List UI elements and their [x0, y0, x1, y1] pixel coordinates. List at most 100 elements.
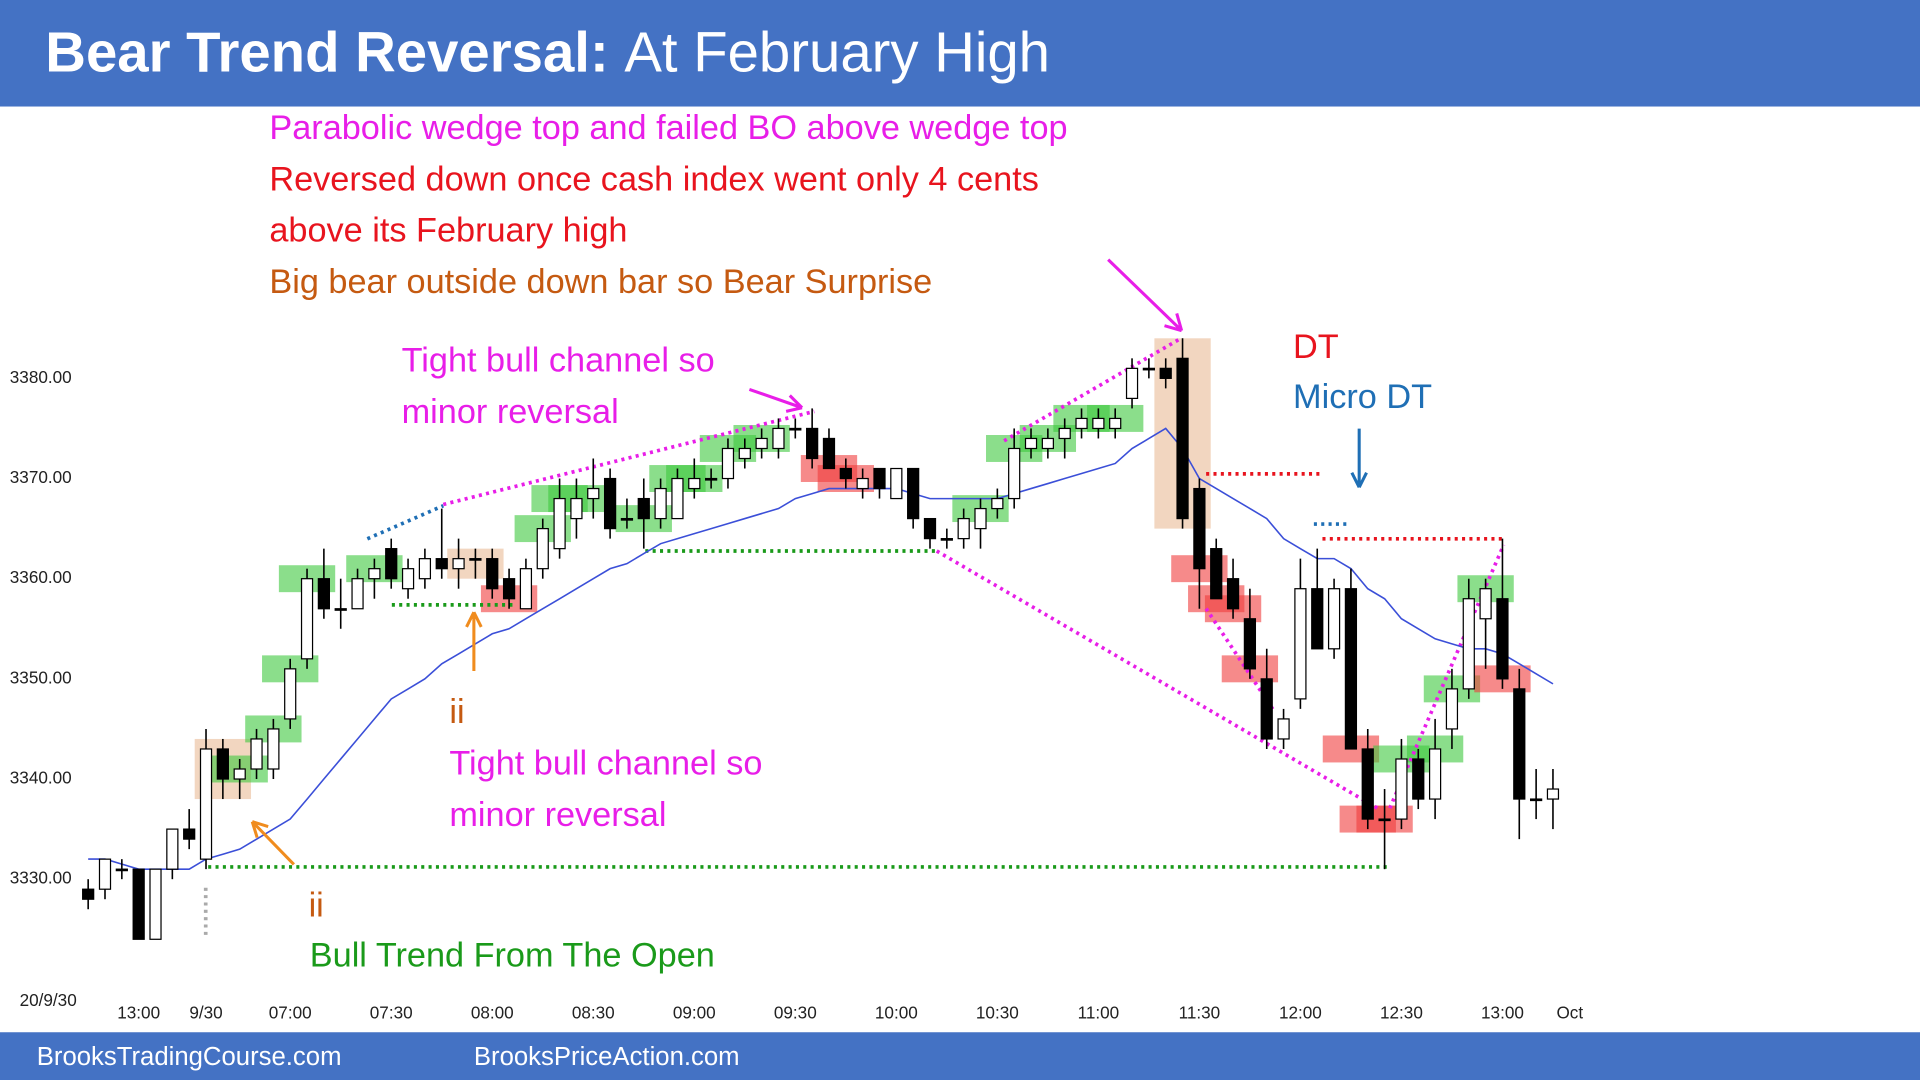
candle-body: [940, 538, 953, 541]
annotation: DT: [1293, 328, 1339, 366]
candle-body: [199, 748, 213, 860]
annotation: Tight bull channel so: [449, 744, 762, 782]
wedge-line: [1003, 336, 1183, 443]
x-tick-label: Oct: [1556, 1002, 1583, 1022]
x-tick-label: 13:00: [117, 1002, 160, 1022]
candle-body: [1294, 588, 1307, 700]
moving-average: [88, 427, 1554, 870]
candle-body: [452, 558, 465, 570]
candle-body: [873, 467, 886, 490]
candle-body: [907, 467, 920, 520]
candle-body: [1008, 447, 1021, 500]
x-tick-label: 10:30: [976, 1002, 1019, 1022]
header-bar: [0, 0, 1920, 107]
candle-body: [1159, 367, 1172, 379]
y-tick-label: 3350.00: [10, 667, 72, 687]
x-tick-label: 09:00: [673, 1002, 716, 1022]
candle-body: [250, 738, 263, 770]
candle-body: [688, 477, 701, 490]
candle-body: [1530, 798, 1543, 802]
candle-body: [267, 728, 280, 770]
annotation: ii: [449, 693, 464, 731]
candle-body: [1546, 788, 1560, 800]
candle-body: [1395, 758, 1408, 820]
candle-body: [721, 447, 735, 480]
candle-body: [705, 477, 718, 481]
candle-body: [216, 748, 229, 780]
annotation: Reversed down once cash index went only …: [269, 160, 1039, 198]
candle-body: [620, 517, 634, 521]
candle-body: [1176, 357, 1189, 520]
arrow: [1107, 258, 1184, 333]
candle-body: [1344, 588, 1358, 750]
y-tick-label: 3340.00: [10, 768, 72, 788]
candle-body: [806, 427, 819, 460]
plot: 3330.00 3340.00 3350.00 3360.00 3370.00 3380.…: [10, 338, 1583, 1022]
candle-body: [654, 487, 667, 520]
candle-body: [368, 568, 381, 580]
candle-body: [1462, 598, 1475, 690]
candle-body: [502, 578, 516, 600]
candle-body: [570, 497, 583, 520]
y-tick-label: 3370.00: [10, 467, 72, 487]
arrows: [250, 258, 1368, 866]
annotation: Micro DT: [1293, 378, 1432, 416]
x-tick-label: 07:30: [370, 1002, 413, 1022]
x-tick-label: 09:30: [774, 1002, 817, 1022]
candle-body: [469, 558, 482, 561]
candle-body: [1092, 417, 1105, 430]
candle-body: [890, 467, 903, 500]
annotation: Bull Trend From The Open: [310, 937, 715, 975]
arrow: [1350, 428, 1368, 489]
candle-body: [435, 558, 448, 570]
title: Bear Trend Reversal: At February High: [45, 20, 1050, 83]
candle-body: [98, 858, 112, 890]
candle-body: [486, 558, 499, 590]
candle-body: [300, 578, 314, 660]
candle-body: [553, 497, 566, 550]
x-tick-label: 12:00: [1279, 1002, 1322, 1022]
candle-body: [1193, 487, 1206, 570]
annotation: minor reversal: [449, 796, 666, 834]
date-label: 20/9/30: [20, 990, 77, 1010]
candle-body: [1142, 367, 1155, 371]
footer-link: BrooksPriceAction.com: [474, 1043, 740, 1071]
candle-body: [115, 868, 128, 872]
annotation-lines: [203, 336, 1507, 937]
candle-body: [418, 558, 432, 580]
candle-body: [233, 768, 246, 780]
x-tick-label: 11:30: [1179, 1002, 1221, 1022]
candle-body: [1412, 758, 1425, 800]
x-tick-label: 07:00: [269, 1002, 312, 1022]
candle-body: [1496, 598, 1509, 680]
trend-line: [442, 409, 815, 507]
candle-body: [789, 427, 802, 431]
candle-body: [82, 888, 95, 900]
x-tick-label: 10:00: [875, 1002, 918, 1022]
candle-body: [957, 517, 970, 540]
annotation: Big bear outside down bar so Bear Surpri…: [269, 263, 932, 301]
x-tick-label: 9/30: [189, 1002, 222, 1022]
candle-body: [1226, 578, 1240, 610]
candle-body: [401, 568, 415, 590]
x-tick-label: 08:00: [471, 1002, 514, 1022]
candle-body: [974, 507, 987, 530]
candle-body: [1277, 718, 1290, 740]
y-tick-label: 3360.00: [10, 567, 72, 587]
candle-body: [1311, 588, 1324, 650]
candle-body: [183, 828, 196, 840]
title-rest: At February High: [624, 20, 1050, 83]
title-bold: Bear Trend Reversal:: [45, 20, 608, 83]
candle-body: [1327, 588, 1341, 650]
annotations: Parabolic wedge top and failed BO above …: [269, 109, 1432, 975]
candle-body: [1243, 618, 1257, 670]
y-tick-label: 3330.00: [10, 868, 72, 888]
y-tick-label: 3380.00: [10, 367, 72, 387]
annotation: Parabolic wedge top and failed BO above …: [269, 109, 1067, 147]
candle-body: [519, 568, 533, 610]
arrow: [748, 387, 804, 413]
footer-bar: [0, 1032, 1920, 1080]
annotation: minor reversal: [402, 393, 619, 431]
